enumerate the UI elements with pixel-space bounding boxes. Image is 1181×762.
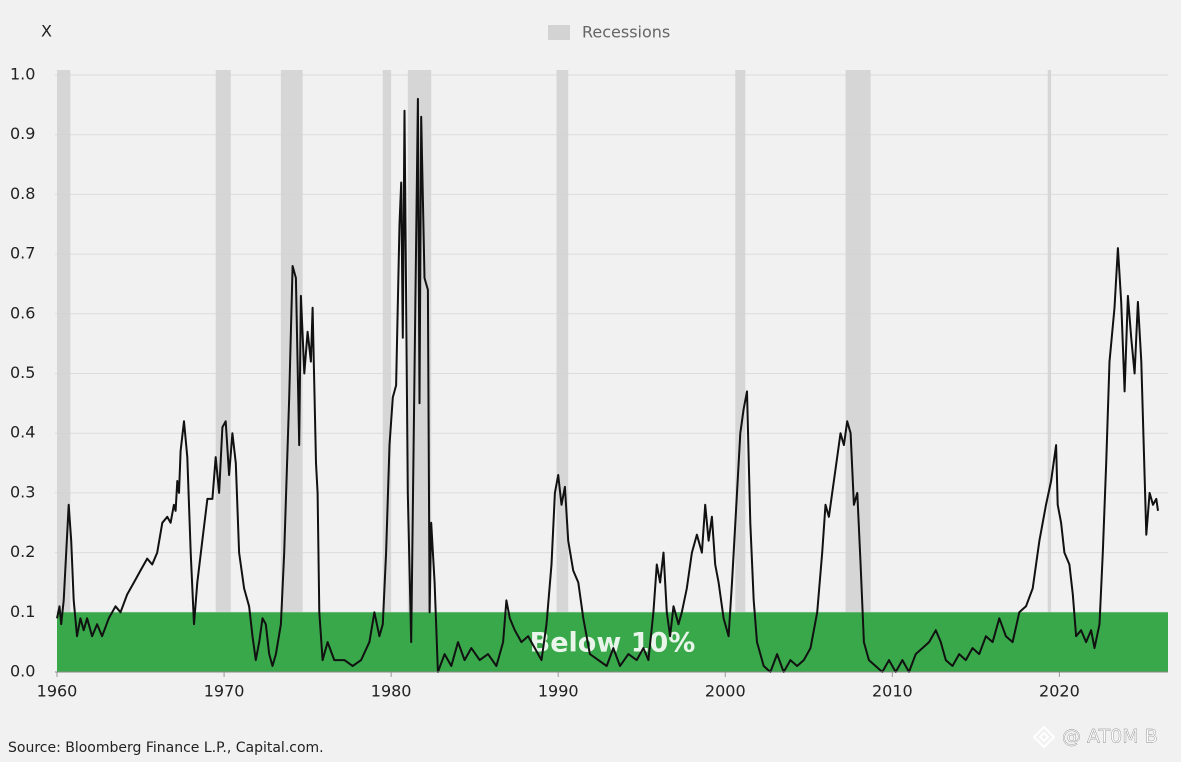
x-tick-label: 2020 xyxy=(1039,682,1080,701)
y-tick-label: 0.5 xyxy=(10,363,35,382)
x-tick-label: 1970 xyxy=(204,682,245,701)
recession-band xyxy=(845,70,871,672)
x-tick-label: 2000 xyxy=(705,682,746,701)
x-tick-label: 1980 xyxy=(371,682,412,701)
y-tick-label: 0.4 xyxy=(10,423,35,442)
y-tick-label: 0.8 xyxy=(10,184,35,203)
y-tick-label: 0.1 xyxy=(10,602,35,621)
y-axis-label: X xyxy=(41,22,52,41)
source: Source: Bloomberg Finance L.P., Capital.… xyxy=(8,740,324,756)
watermark: @ AT0M B xyxy=(1062,726,1158,748)
x-tick-label: 2010 xyxy=(872,682,913,701)
recession-band xyxy=(382,70,392,672)
y-tick-label: 0.9 xyxy=(10,124,35,143)
x-tick-label: 1960 xyxy=(37,682,78,701)
y-tick-label: 0.6 xyxy=(10,303,35,322)
watermark-icon xyxy=(1032,725,1056,749)
threshold-label: Below 10% xyxy=(530,628,696,659)
y-tick-label: 0.3 xyxy=(10,482,35,501)
y-tick-label: 0.7 xyxy=(10,244,35,263)
recession-band xyxy=(1047,70,1052,672)
y-tick-label: 1.0 xyxy=(10,65,35,84)
recession-band xyxy=(735,70,746,672)
legend-label: Recessions xyxy=(582,23,670,42)
recession-band xyxy=(556,70,569,672)
y-tick-label: 0.0 xyxy=(10,662,35,681)
legend-swatch xyxy=(548,25,570,40)
recession-band xyxy=(280,70,303,672)
y-tick-label: 0.2 xyxy=(10,542,35,561)
x-tick-label: 1990 xyxy=(538,682,579,701)
data-line xyxy=(56,97,1159,673)
recession-band xyxy=(215,70,231,672)
